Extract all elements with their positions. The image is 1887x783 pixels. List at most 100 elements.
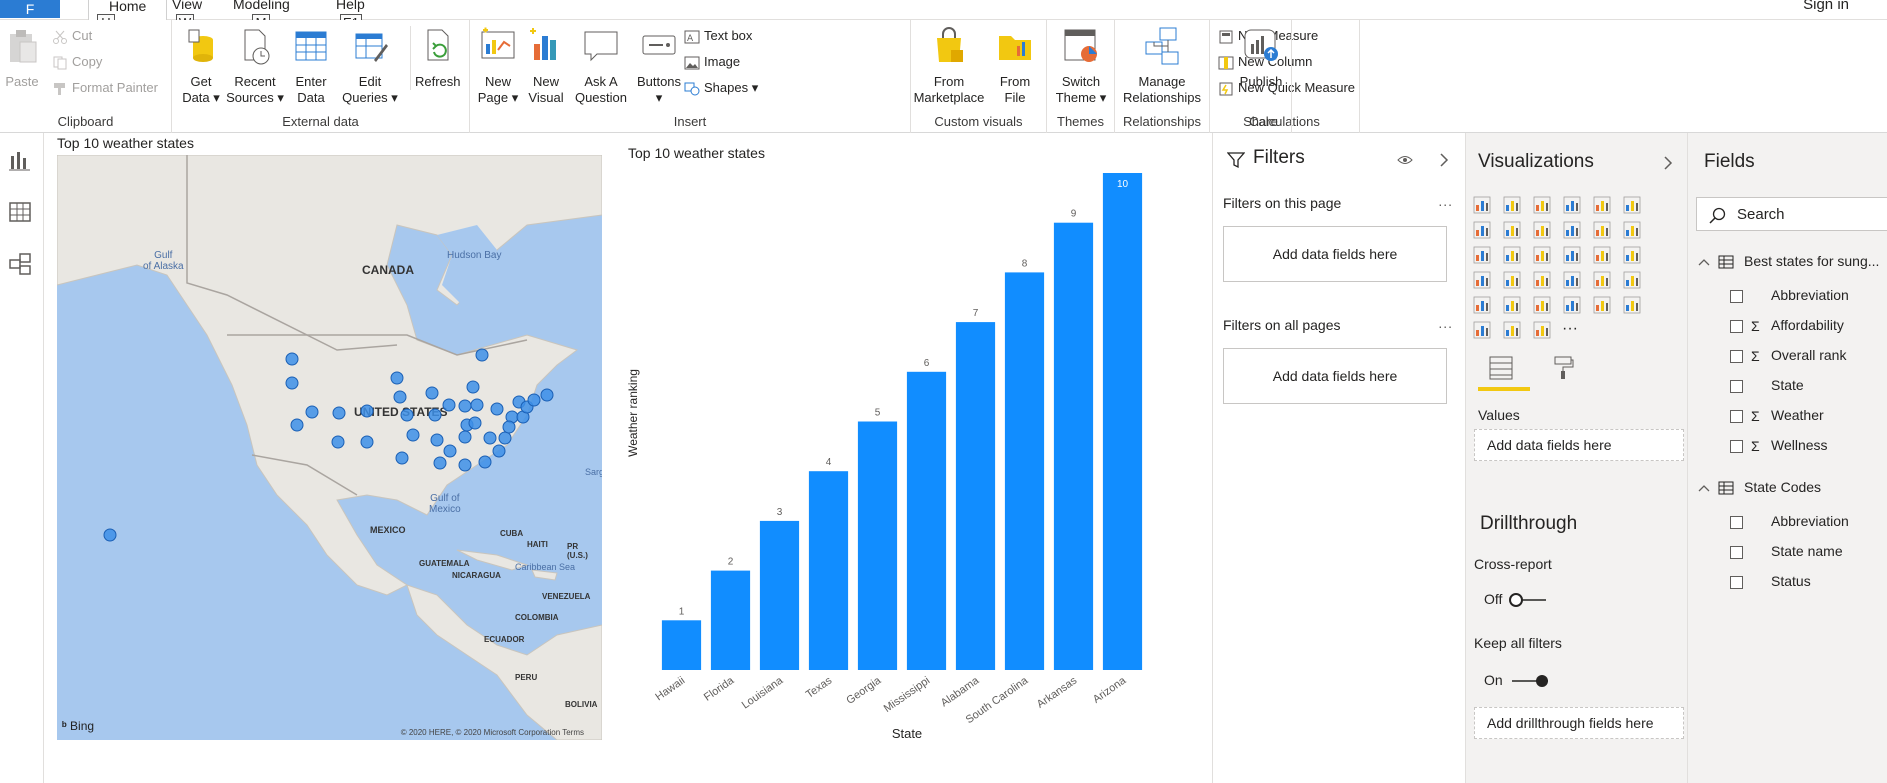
arcgis-visual-icon[interactable] [1502,320,1524,342]
map-marker[interactable] [103,528,117,542]
100-stacked-bar-visual-icon[interactable] [1592,195,1614,217]
values-drop-well[interactable]: Add data fields here [1474,429,1684,461]
multi-row-card-visual-icon[interactable] [1592,270,1614,292]
bar-georgia[interactable] [857,421,898,671]
report-view-icon[interactable] [8,148,32,172]
bar-mississippi[interactable] [906,371,947,670]
image-button[interactable]: Image [684,52,740,72]
fields-search-input[interactable]: Search [1696,197,1887,231]
field-item[interactable]: Status [1730,571,1811,591]
collapse-filters-chevron-icon[interactable] [1438,152,1450,168]
cross-report-toggle[interactable] [1508,591,1548,609]
stacked-bar-visual-icon[interactable] [1472,195,1494,217]
more-visual-icon[interactable]: ··· [1562,320,1584,342]
map-marker[interactable] [360,404,374,418]
map-marker[interactable] [406,428,420,442]
slicer-visual-icon[interactable] [1472,295,1494,317]
field-checkbox[interactable] [1730,515,1743,529]
map-marker[interactable] [458,430,472,444]
buttons-button[interactable]: Buttons ▾ [632,26,686,106]
tab-file[interactable]: F [0,0,60,18]
map-marker[interactable] [400,408,414,422]
field-item[interactable]: State [1730,375,1804,395]
matrix-visual-icon[interactable] [1532,295,1554,317]
bar-louisiana[interactable] [759,520,800,670]
100-stacked-column-visual-icon[interactable] [1622,195,1644,217]
from-marketplace-button[interactable]: From Marketplace [913,26,985,106]
waterfall-visual-icon[interactable] [1472,245,1494,267]
map-marker[interactable] [331,435,345,449]
map-marker[interactable] [425,386,439,400]
tab-help[interactable]: Help [336,0,365,12]
map-marker[interactable] [285,376,299,390]
publish-button[interactable]: Publish [1236,26,1286,90]
filled-map-visual-icon[interactable] [1502,270,1524,292]
collapse-chevron-icon[interactable] [1698,257,1710,267]
bar-arkansas[interactable] [1053,222,1094,670]
map-marker[interactable] [490,402,504,416]
map-marker[interactable] [466,380,480,394]
table-visual-icon[interactable] [1502,295,1524,317]
key-influencers-visual-icon[interactable] [1622,295,1644,317]
card-visual-icon[interactable] [1562,270,1584,292]
field-checkbox[interactable] [1730,319,1743,333]
refresh-button[interactable]: Refresh [410,26,461,90]
filters-all-pages-more-icon[interactable]: ... [1438,315,1453,331]
field-item[interactable]: Abbreviation [1730,511,1849,531]
map-marker[interactable] [475,348,489,362]
stacked-column-visual-icon[interactable] [1502,195,1524,217]
map-marker[interactable] [290,418,304,432]
new-quick-measure-button[interactable]: New Quick Measure [1218,78,1355,98]
line-column-visual-icon[interactable] [1562,220,1584,242]
line-visual-icon[interactable] [1472,220,1494,242]
map-marker[interactable] [492,444,506,458]
map-marker[interactable] [430,433,444,447]
paint-roller-icon[interactable] [1552,355,1574,381]
filters-page-drop-well[interactable]: Add data fields here [1223,226,1447,282]
map-marker[interactable] [332,406,346,420]
field-checkbox[interactable] [1730,349,1743,363]
edit-queries-button[interactable]: Edit Queries ▾ [342,26,398,106]
map-marker[interactable] [458,458,472,472]
ask-question-button[interactable]: Ask A Question [570,26,632,106]
python-visual-visual-icon[interactable] [1592,295,1614,317]
filters-all-pages-drop-well[interactable]: Add data fields here [1223,348,1447,404]
tab-view[interactable]: View [172,0,203,12]
bar-chart[interactable]: Top 10 weather states Weather ranking St… [619,143,1204,773]
map-marker[interactable] [390,371,404,385]
enter-data-button[interactable]: Enter Data [286,26,336,106]
map-marker[interactable] [395,451,409,465]
field-item[interactable]: Σ Wellness [1730,435,1828,455]
map-marker[interactable] [483,431,497,445]
kpi-visual-icon[interactable] [1622,270,1644,292]
bar-south-carolina[interactable] [1004,272,1045,670]
keep-all-filters-toggle[interactable] [1510,672,1550,690]
clustered-column-visual-icon[interactable] [1562,195,1584,217]
field-item[interactable]: Σ Overall rank [1730,345,1846,365]
map-marker[interactable] [540,388,554,402]
scatter-visual-icon[interactable] [1532,245,1554,267]
map-marker[interactable] [470,398,484,412]
bar-texas[interactable] [808,471,849,670]
sign-in-link[interactable]: Sign in [1803,0,1849,13]
funnel-visual-icon[interactable] [1502,245,1524,267]
switch-theme-button[interactable]: Switch Theme ▾ [1051,26,1111,106]
map-marker[interactable] [433,456,447,470]
map-marker[interactable] [305,405,319,419]
map-marker[interactable] [468,416,482,430]
field-checkbox[interactable] [1730,545,1743,559]
new-visual-button[interactable]: New Visual [524,26,568,106]
field-item[interactable]: Σ Weather [1730,405,1824,425]
format-painter-button[interactable]: Format Painter [52,78,158,98]
map-marker[interactable] [458,399,472,413]
field-checkbox[interactable] [1730,289,1743,303]
bar-arizona[interactable] [1102,173,1143,670]
collapse-visualizations-chevron-icon[interactable] [1662,155,1674,171]
map-copyright[interactable]: © 2020 HERE, © 2020 Microsoft Corporatio… [400,728,584,737]
eye-icon[interactable] [1397,153,1413,167]
donut-visual-icon[interactable] [1592,245,1614,267]
pie-visual-icon[interactable] [1562,245,1584,267]
map-marker[interactable] [478,455,492,469]
qa-visual-icon[interactable] [1472,320,1494,342]
stacked-area-visual-icon[interactable] [1532,220,1554,242]
